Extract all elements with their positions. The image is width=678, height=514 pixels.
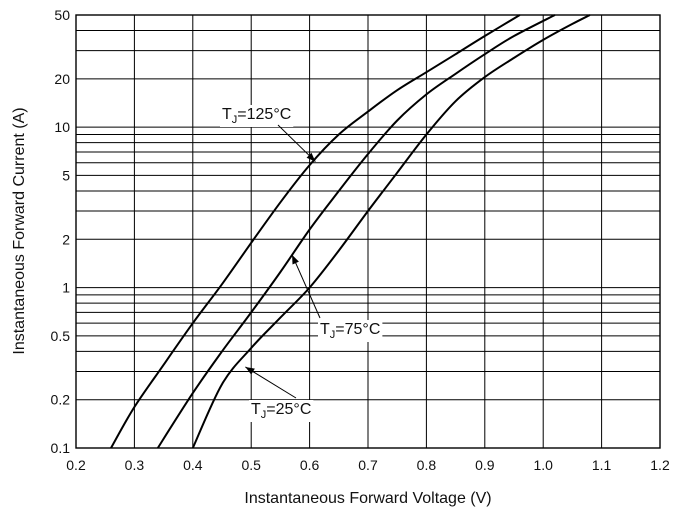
annotation-leader <box>245 366 297 399</box>
x-tick-label: 1.2 <box>650 457 670 473</box>
y-axis-label: Instantaneous Forward Current (A) <box>11 107 28 354</box>
series-group <box>110 14 591 449</box>
annotation-arrowhead <box>306 152 316 162</box>
x-tick-label: 1.1 <box>592 457 612 473</box>
y-tick-label: 1 <box>62 280 70 296</box>
series-line <box>110 14 521 449</box>
y-tick-label: 0.2 <box>51 392 71 408</box>
x-tick-label: 0.6 <box>300 457 320 473</box>
y-tick-label: 20 <box>54 71 70 87</box>
annotation-label: TJ=25°C <box>251 401 311 421</box>
x-tick-label: 0.9 <box>475 457 495 473</box>
y-tick-label: 10 <box>54 119 70 135</box>
x-tick-label: 0.4 <box>183 457 203 473</box>
annotation-background <box>249 400 314 422</box>
annotation-label: TJ=125°C <box>222 106 291 126</box>
x-tick-label: 0.7 <box>358 457 378 473</box>
annotation-leader <box>291 254 321 319</box>
annotation-arrowhead <box>292 254 299 265</box>
annotation-background <box>318 320 383 342</box>
plot-frame <box>75 14 661 449</box>
tick-labels: 0.2 0.3 0.4 0.5 0.6 0.7 0.8 0.9 1.0 1.1 1.20.10.20… <box>51 7 670 473</box>
series-line <box>191 14 591 449</box>
annotation-label: TJ=75°C <box>320 321 380 341</box>
annotation-background <box>220 105 294 127</box>
series-line <box>156 14 556 449</box>
x-tick-label: 0.5 <box>241 457 261 473</box>
annotation-arrowhead <box>245 366 255 375</box>
y-tick-label: 0.1 <box>51 440 71 456</box>
y-tick-label: 2 <box>62 231 70 247</box>
x-tick-label: 0.2 <box>66 457 86 473</box>
annotations: TJ=125°C TJ=75°C TJ=25°C <box>220 105 383 422</box>
x-axis-label: Instantaneous Forward Voltage (V) <box>244 490 491 507</box>
x-tick-label: 0.8 <box>417 457 437 473</box>
x-tick-label: 0.3 <box>125 457 145 473</box>
y-tick-label: 5 <box>62 167 70 183</box>
grid <box>75 14 661 449</box>
y-tick-label: 50 <box>54 7 70 23</box>
y-tick-label: 0.5 <box>51 328 71 344</box>
x-tick-label: 1.0 <box>533 457 553 473</box>
